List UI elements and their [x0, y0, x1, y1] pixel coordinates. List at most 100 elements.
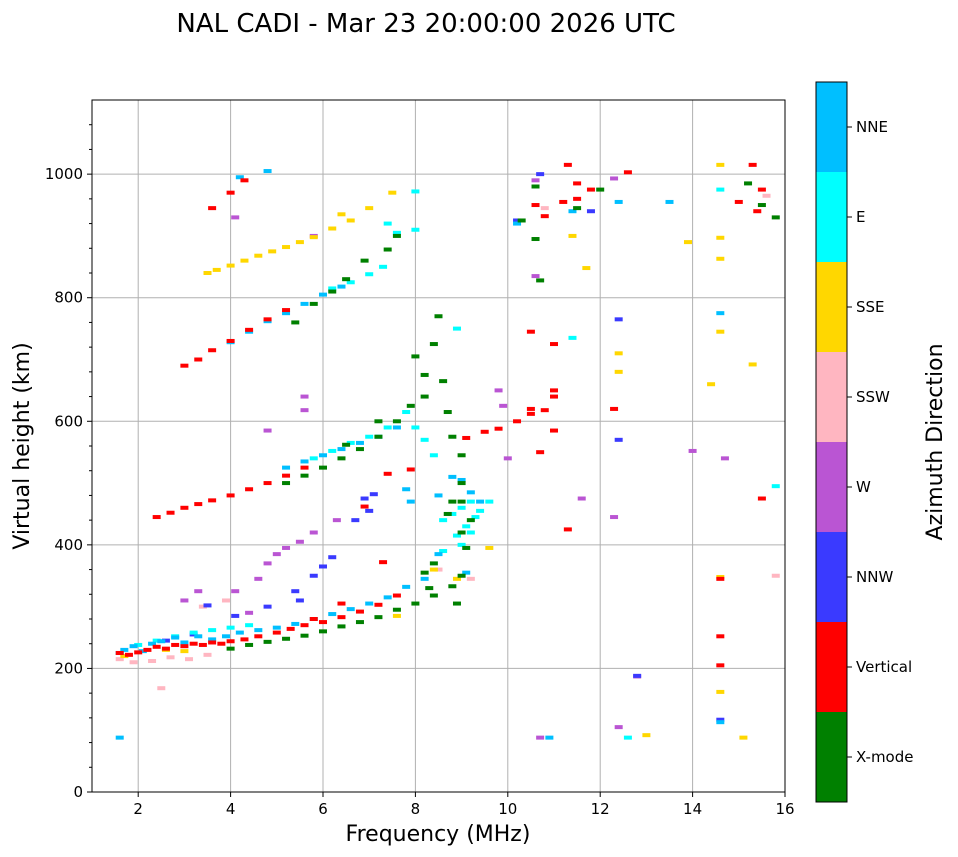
- colorbar-label: SSW: [856, 388, 890, 406]
- data-point-vertical: [180, 363, 189, 368]
- data-point-vertical: [226, 639, 235, 644]
- data-point-vertical: [240, 637, 249, 642]
- data-point-w: [300, 408, 309, 413]
- data-point-vertical: [563, 527, 572, 532]
- data-point-vertical: [208, 348, 217, 353]
- data-point-nne: [383, 595, 392, 600]
- data-point-nne: [171, 635, 180, 640]
- data-point-e: [716, 187, 725, 192]
- data-point-vertical: [152, 515, 161, 520]
- y-tick-label: 1000: [45, 165, 83, 183]
- data-point-vertical: [198, 642, 207, 647]
- data-point-vertical: [309, 617, 318, 621]
- x-tick-label: 16: [775, 800, 794, 818]
- data-point-x-mode: [425, 586, 434, 591]
- colorbar-label: W: [856, 478, 871, 496]
- data-point-ssw: [466, 576, 475, 581]
- data-point-ssw: [148, 659, 157, 664]
- data-point-ssw: [185, 657, 194, 662]
- data-point-x-mode: [282, 481, 291, 486]
- data-point-nne: [614, 199, 623, 204]
- data-point-nne: [235, 175, 244, 180]
- colorbar-label: NNE: [856, 118, 888, 136]
- data-point-nne: [148, 641, 157, 646]
- y-tick-label: 600: [54, 412, 83, 430]
- data-point-x-mode: [319, 465, 327, 470]
- data-point-vertical: [716, 576, 725, 581]
- colorbar-frame: [815, 81, 848, 803]
- colorbar-segment: [816, 352, 847, 442]
- data-point-e: [476, 508, 485, 513]
- data-point-vertical: [134, 650, 143, 655]
- data-point-vertical: [171, 642, 180, 647]
- data-point-vertical: [337, 615, 346, 620]
- data-point-vertical: [550, 342, 558, 347]
- data-point-sse: [268, 249, 277, 254]
- data-point-w: [577, 496, 586, 501]
- data-point-x-mode: [457, 453, 466, 458]
- data-point-sse: [716, 162, 725, 167]
- data-point-x-mode: [374, 434, 383, 439]
- data-point-nnw: [161, 638, 170, 643]
- data-point-ssw: [198, 604, 207, 609]
- data-point-sse: [582, 266, 591, 271]
- data-point-w: [332, 518, 341, 523]
- x-tick-label: 6: [318, 800, 328, 818]
- data-point-x-mode: [245, 642, 254, 647]
- data-point-vertical: [300, 623, 309, 628]
- data-point-vertical: [716, 634, 725, 639]
- data-point-sse: [716, 256, 725, 261]
- plot-frame: [91, 99, 786, 793]
- y-axis-label: Virtual height (km): [10, 342, 35, 549]
- data-point-x-mode: [420, 570, 429, 575]
- data-point-e: [429, 453, 438, 458]
- data-point-vertical: [480, 429, 489, 434]
- data-point-nnw: [633, 673, 642, 678]
- data-point-nnw: [295, 598, 304, 603]
- data-point-vertical: [586, 187, 595, 192]
- data-point-sse: [388, 190, 397, 195]
- data-point-w: [720, 456, 729, 461]
- data-point-vertical: [559, 199, 568, 204]
- data-point-nnw: [369, 492, 378, 497]
- data-point-e: [411, 189, 420, 194]
- data-point-e: [485, 499, 494, 504]
- data-point-x-mode: [452, 601, 461, 606]
- data-point-nnw: [328, 555, 337, 560]
- data-point-x-mode: [448, 499, 457, 504]
- data-point-nnw: [614, 317, 623, 322]
- data-point-vertical: [166, 510, 175, 515]
- data-point-e: [452, 533, 461, 538]
- data-point-nne: [568, 209, 577, 214]
- data-point-e: [365, 272, 374, 277]
- x-tick-label: 10: [498, 800, 517, 818]
- data-point-vertical: [526, 406, 535, 411]
- data-point-sse: [642, 733, 651, 738]
- data-point-nne: [319, 453, 327, 458]
- colorbar-segment: [816, 82, 847, 172]
- data-point-sse: [365, 206, 374, 211]
- data-point-nne: [402, 584, 411, 589]
- data-point-nne: [282, 311, 291, 316]
- data-point-sse: [212, 267, 221, 272]
- data-point-nnw: [319, 564, 327, 569]
- data-point-nne: [272, 625, 281, 630]
- data-point-e: [383, 221, 392, 226]
- data-point-vertical: [208, 498, 217, 503]
- data-point-nne: [402, 487, 411, 492]
- data-point-vertical: [716, 663, 725, 668]
- data-point-vertical: [245, 487, 254, 492]
- data-point-x-mode: [319, 629, 327, 634]
- data-point-vertical: [526, 411, 535, 416]
- data-point-vertical: [115, 650, 124, 655]
- data-point-e: [457, 505, 466, 510]
- y-tick-label: 0: [73, 783, 83, 801]
- data-point-x-mode: [536, 278, 545, 283]
- data-point-vertical: [124, 652, 133, 657]
- data-point-e: [152, 638, 161, 643]
- data-point-sse: [120, 654, 129, 659]
- data-point-nnw: [586, 209, 595, 214]
- data-point-x-mode: [309, 301, 318, 306]
- data-point-sse: [485, 545, 494, 550]
